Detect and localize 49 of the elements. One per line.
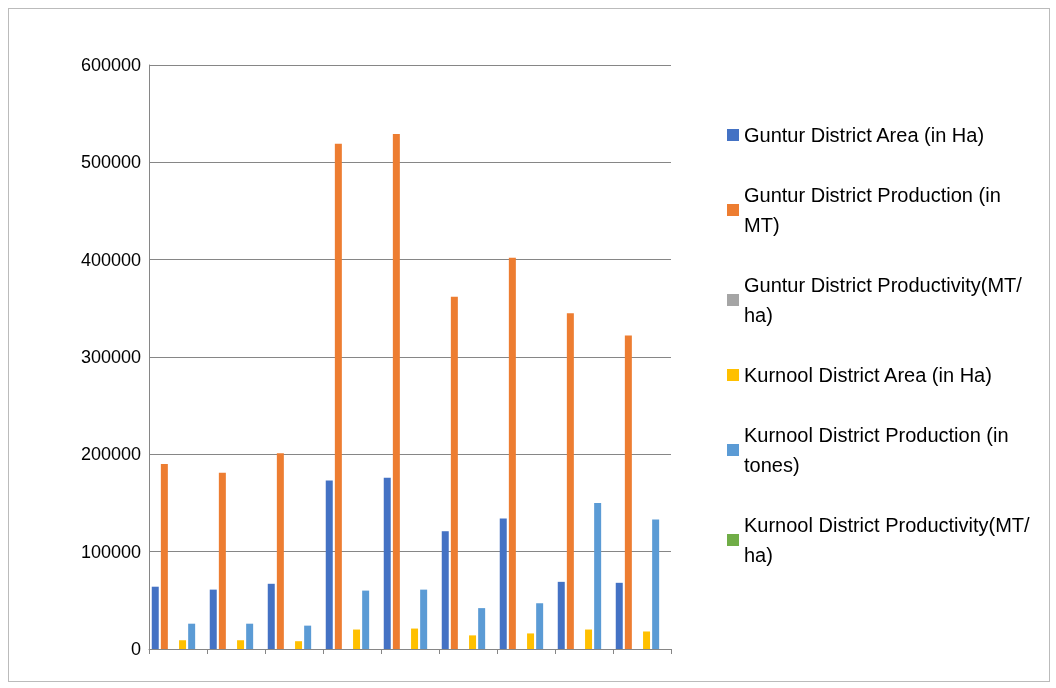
legend-label: Guntur District Area (in Ha) — [744, 124, 985, 146]
y-tick-label: 200000 — [80, 444, 141, 465]
bar — [643, 631, 651, 649]
bar — [594, 503, 602, 649]
bar — [615, 582, 623, 649]
bar — [508, 257, 516, 649]
bar — [499, 518, 507, 649]
bar — [536, 603, 544, 649]
y-tick-label: 300000 — [80, 347, 141, 367]
bar — [527, 633, 535, 649]
bar — [151, 586, 159, 649]
legend-label: Kurnool District Production (in tones) — [744, 424, 1015, 476]
bar — [557, 581, 565, 649]
bar — [441, 531, 449, 649]
bar — [160, 464, 168, 649]
bar — [362, 590, 370, 649]
legend-label: Kurnool District Area (in Ha) — [744, 364, 992, 386]
bar — [295, 641, 303, 649]
bar — [276, 453, 284, 649]
bar — [179, 640, 187, 649]
bar — [383, 477, 391, 649]
bar — [585, 629, 593, 649]
bar — [334, 143, 342, 649]
bar — [353, 629, 361, 649]
bar — [325, 480, 333, 649]
bar — [566, 313, 574, 649]
bar — [267, 583, 275, 649]
bar — [209, 589, 217, 649]
bar — [469, 635, 477, 649]
y-tick-label: 600000 — [80, 55, 141, 75]
y-tick-label: 100000 — [80, 541, 141, 562]
bar — [218, 472, 226, 649]
bar — [246, 623, 254, 649]
bar — [392, 134, 400, 649]
y-tick-label: 500000 — [80, 152, 141, 173]
legend-label: Guntur District Productivity(MT/ha) — [744, 274, 1023, 326]
bar — [652, 519, 660, 649]
bar — [478, 608, 486, 649]
bar — [237, 640, 245, 649]
bar — [188, 623, 196, 649]
bar — [304, 625, 312, 649]
bar — [411, 628, 419, 649]
legend-label: Guntur District Production (in MT) — [744, 184, 1007, 236]
y-tick-label: 0 — [130, 639, 141, 659]
y-tick-label: 400000 — [80, 249, 141, 270]
legend-label: Kurnool District Productivity(MT/ha) — [744, 514, 1031, 566]
bar — [420, 589, 428, 649]
bar — [624, 335, 632, 649]
bar — [450, 296, 458, 649]
